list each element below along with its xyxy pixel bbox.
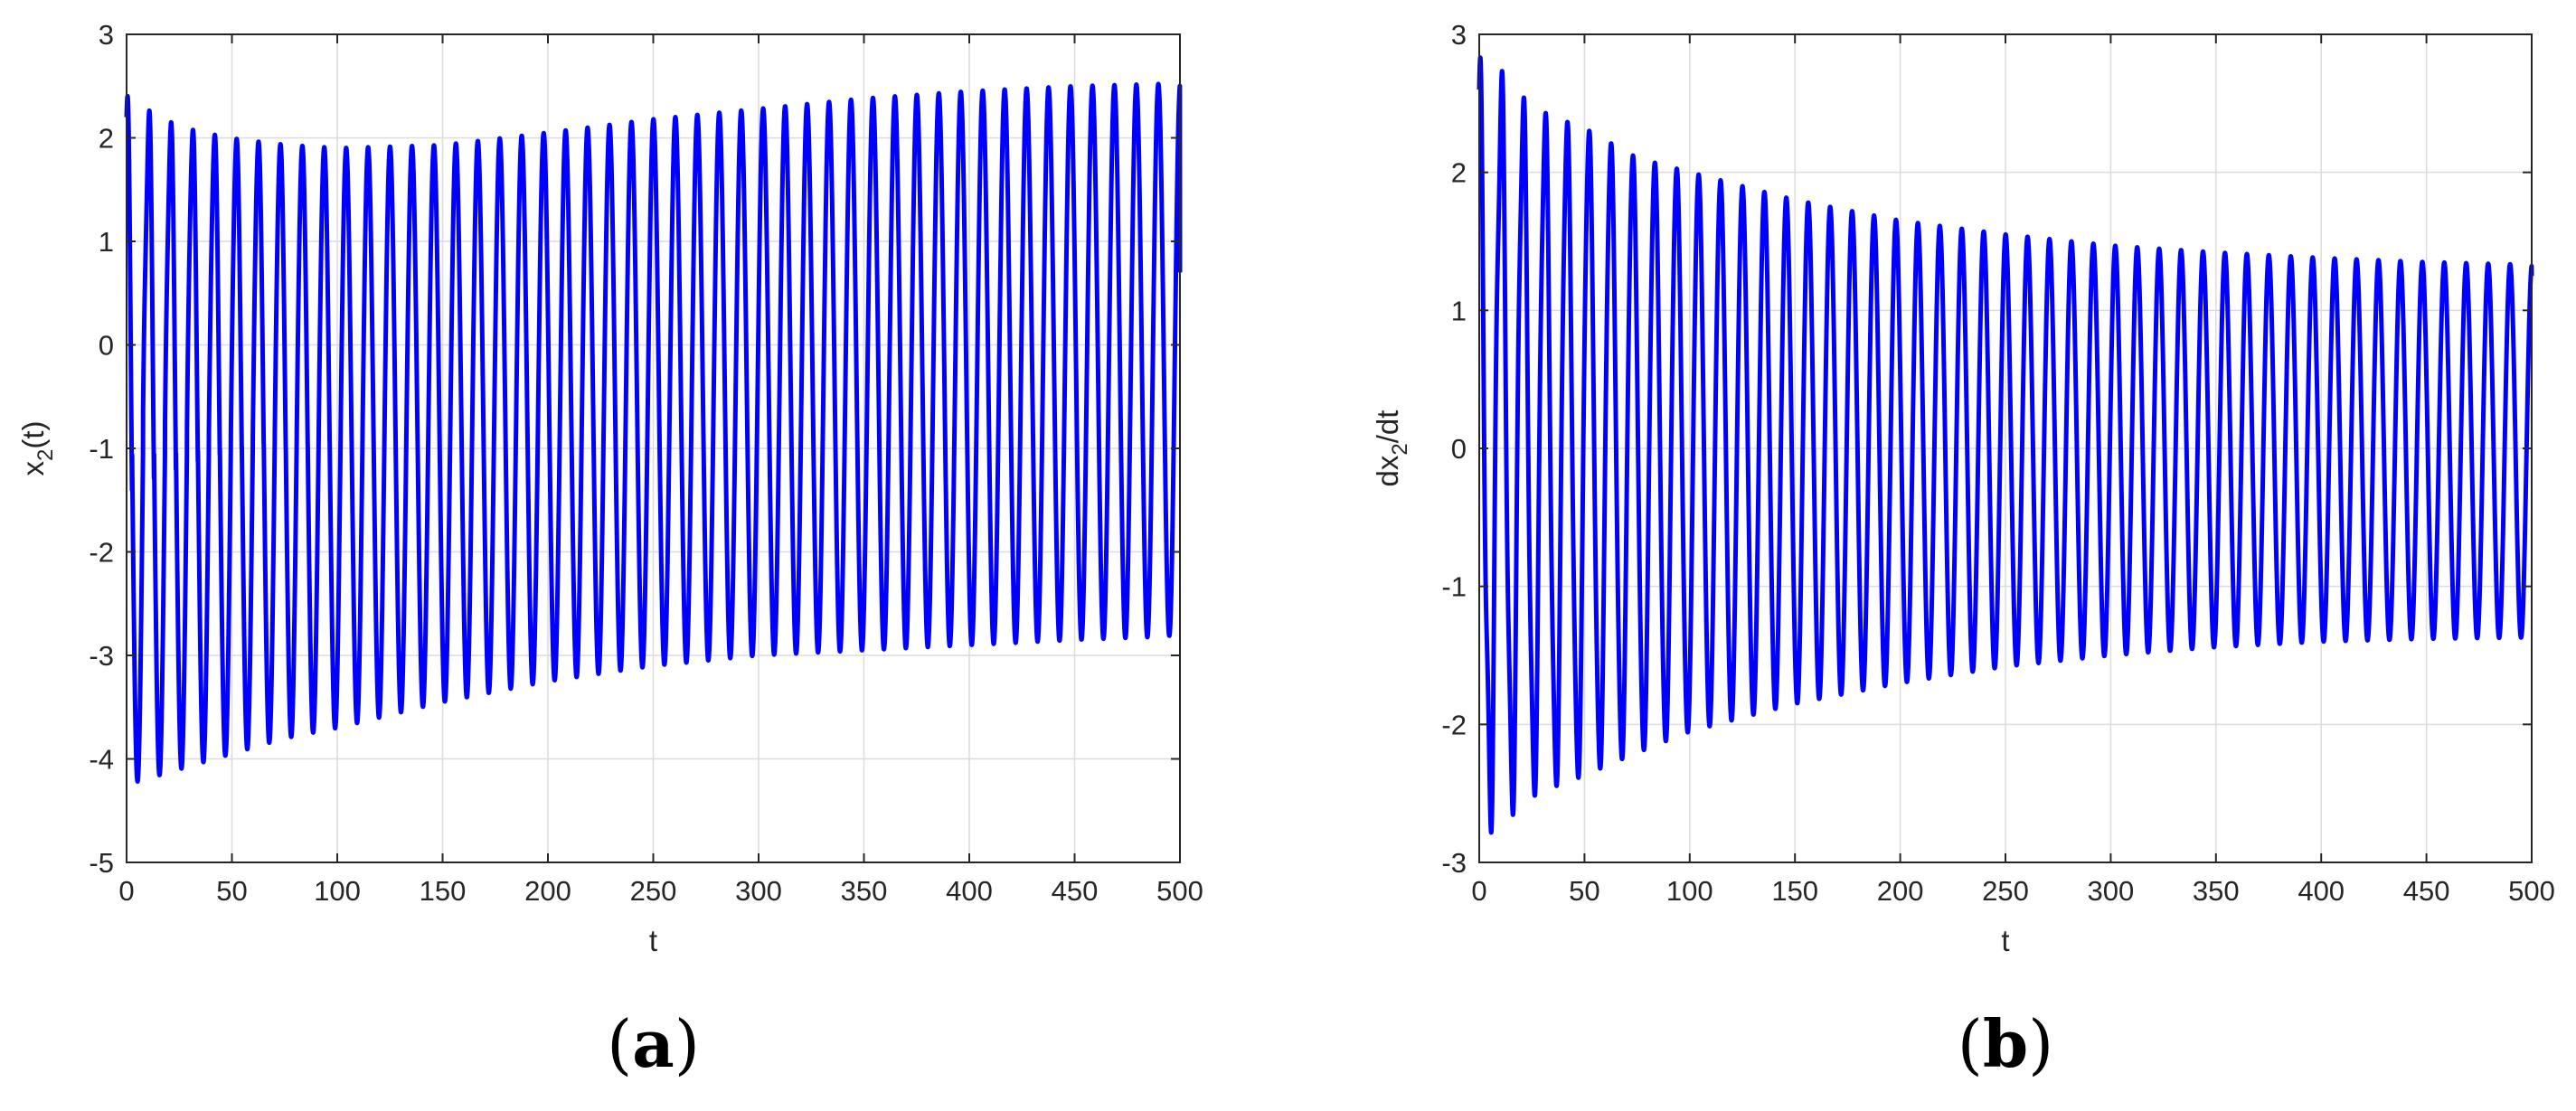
- panel-b: 0 50 100 150 200 250 300 350 400 450 500 -3 -2 -1 0 1 2 3…: [1371, 19, 2555, 1082]
- x-tick-label: 500: [1156, 875, 1203, 907]
- y-tick-label: 0: [99, 330, 114, 362]
- x-tick-label: 350: [2193, 875, 2240, 907]
- x-tick-label: 300: [2088, 875, 2135, 907]
- x-tick-label: 500: [2508, 875, 2555, 907]
- x-tick-label: 350: [841, 875, 888, 907]
- x-axis-label: t: [2001, 924, 2009, 957]
- y-tick-label: -2: [89, 537, 114, 569]
- y-tick-label: -3: [89, 640, 114, 672]
- x-tick-label: 300: [735, 875, 782, 907]
- y-tick-label: 1: [99, 226, 114, 258]
- x-tick-label: 400: [2298, 875, 2345, 907]
- y-tick-label: -3: [1441, 847, 1467, 879]
- y-tick-label: -2: [1441, 709, 1467, 740]
- x-tick-label: 100: [314, 875, 361, 907]
- x-tick-label: 250: [630, 875, 677, 907]
- x-tick-label: 0: [1471, 875, 1486, 907]
- y-tick-label: 1: [1451, 295, 1467, 326]
- y-tick-label: -1: [89, 433, 114, 465]
- y-tick-label: 2: [1451, 157, 1467, 189]
- panel-label: (a): [607, 1005, 700, 1082]
- series-line-a: [124, 81, 1183, 785]
- y-tick-label: -1: [1441, 571, 1467, 603]
- x-tick-label: 250: [1982, 875, 2029, 907]
- y-tick-label: 3: [99, 19, 114, 51]
- x-tick-label: 50: [1569, 875, 1599, 907]
- y-tick-label: -5: [89, 847, 114, 879]
- x-tick-label: 150: [420, 875, 467, 907]
- panel-a: 0 50 100 150 200 250 300 350 400 450 500 -5 -4 -3 -2 -1…: [16, 19, 1203, 1082]
- x-tick-label: 200: [1877, 875, 1924, 907]
- x-tick-label: 200: [524, 875, 571, 907]
- y-axis-label: x2(t): [16, 420, 58, 475]
- y-tick-label: -4: [89, 744, 114, 776]
- series-line-b: [1477, 55, 2534, 835]
- x-tick-label: 150: [1771, 875, 1818, 907]
- y-tick-label: 3: [1451, 19, 1467, 51]
- x-tick-label: 450: [1052, 875, 1099, 907]
- x-axis-label: t: [649, 924, 657, 957]
- y-tick-label: 0: [1451, 433, 1467, 465]
- x-tick-label: 50: [216, 875, 247, 907]
- x-tick-label: 450: [2403, 875, 2450, 907]
- y-tick-label: 2: [99, 123, 114, 155]
- y-axis-label: dx2/dt: [1371, 410, 1412, 487]
- x-tick-label: 0: [118, 875, 134, 907]
- panel-label: (b): [1958, 1005, 2054, 1082]
- x-tick-label: 400: [946, 875, 993, 907]
- x-tick-label: 100: [1666, 875, 1713, 907]
